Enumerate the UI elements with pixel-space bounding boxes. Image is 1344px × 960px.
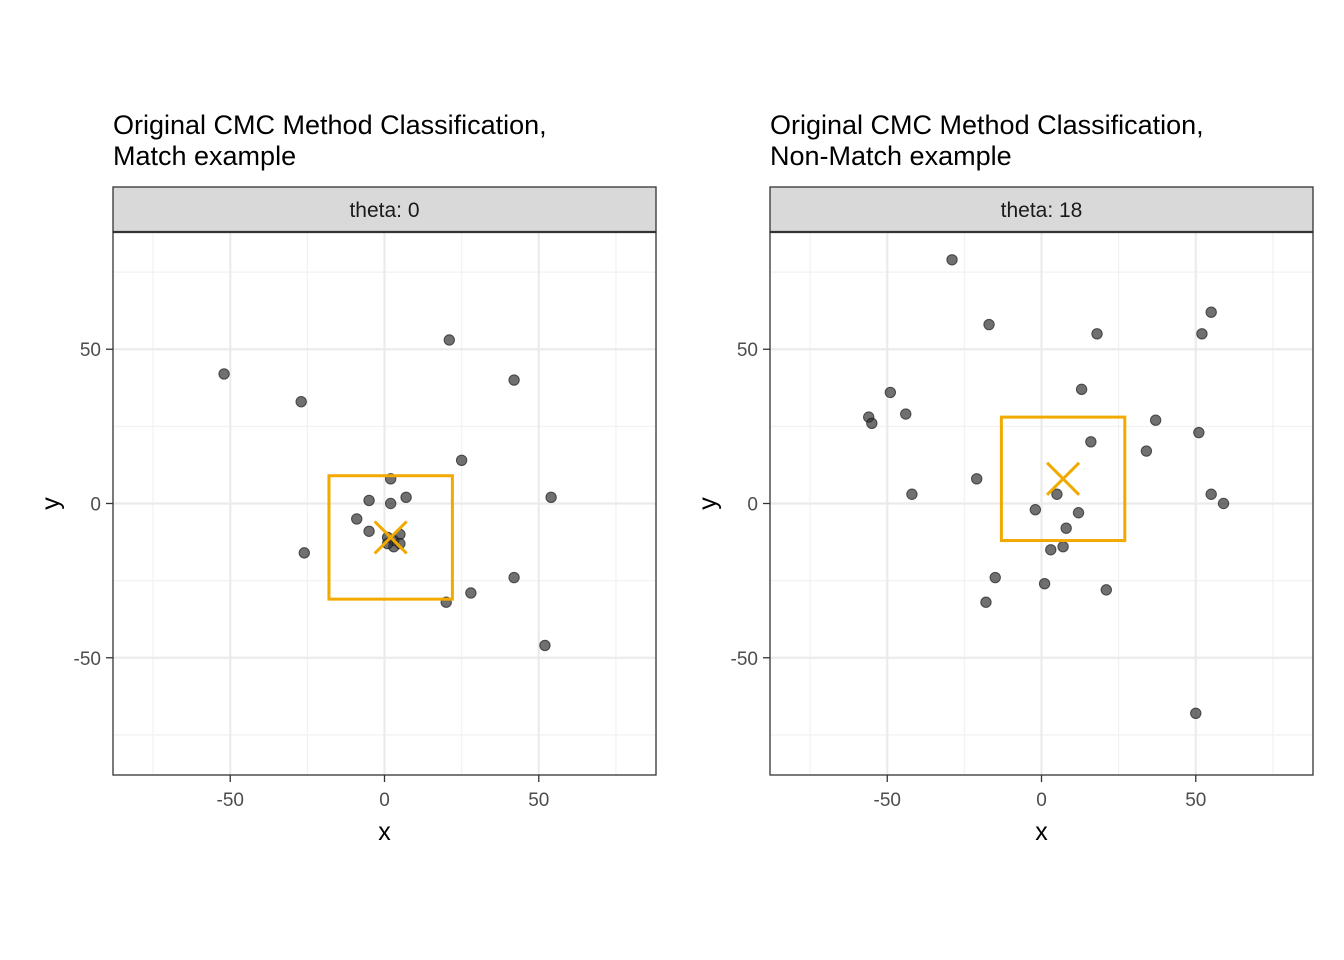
data-point [1057,540,1069,553]
data-point [295,395,307,408]
data-point [866,417,878,429]
data-point [1149,414,1162,426]
data-point [971,473,983,485]
data-point [1072,507,1085,519]
data-point [400,491,412,504]
data-point [1205,488,1217,500]
x-tick-label: 0 [379,790,390,811]
facet-strip [112,186,657,233]
data-point [508,374,520,386]
facet-label: theta: 0 [349,199,419,222]
data-point [906,488,918,500]
classification-box [999,415,1127,543]
data-point [1085,436,1097,448]
data-point [1100,584,1112,596]
chart-non-match-example: Original CMC Method Classification,Non-M… [694,110,1314,846]
data-point [1075,383,1088,396]
data-point [298,547,310,559]
data-point [443,334,455,346]
data-point [1190,707,1202,719]
data-point [980,596,992,608]
data-point [983,318,995,331]
y-tick-label: 50 [80,340,101,361]
y-tick-label: -50 [74,649,101,670]
y-tick-label: 50 [737,340,758,361]
data-point [1193,426,1205,439]
data-point [545,491,557,504]
data-point [1045,544,1057,556]
data-point [1091,328,1103,340]
y-tick-label: 0 [747,495,758,516]
x-axis-title: x [378,818,391,846]
center-marker-stroke [373,520,408,555]
data-point [384,497,397,510]
data-point [508,571,520,584]
data-point [900,408,912,420]
data-point [1051,488,1063,500]
x-tick-label: -50 [217,790,244,811]
data-point [1060,522,1072,534]
facet-strip [769,186,1314,233]
data-point [363,525,375,537]
data-point [884,386,897,399]
data-point [946,254,958,266]
facet-label: theta: 18 [1001,199,1083,222]
data-point [218,368,230,380]
y-axis-title: y [37,497,65,510]
x-axis-title: x [1035,818,1048,846]
x-tick-label: 0 [1036,790,1047,811]
data-point [1140,445,1153,457]
data-point [455,454,468,467]
data-point [351,513,363,525]
x-tick-label: 50 [528,790,549,811]
data-point [539,639,551,652]
data-point [989,571,1001,584]
x-tick-label: -50 [874,790,901,811]
data-point [363,494,375,507]
chart-match-example: Original CMC Method Classification,Match… [37,110,657,846]
y-tick-label: -50 [731,649,758,670]
chart-title-line: Original CMC Method Classification, [113,110,547,140]
classification-box [327,474,454,601]
x-tick-label: 50 [1185,790,1206,811]
chart-title-line: Original CMC Method Classification, [770,110,1204,140]
y-tick-label: 0 [90,495,101,516]
y-axis-title: y [694,497,722,510]
data-point [1029,503,1042,516]
chart-title-line: Non-Match example [770,141,1012,171]
center-marker-stroke [1046,461,1081,496]
data-point [1217,497,1230,510]
chart-title-line: Match example [113,141,296,171]
data-point [1038,578,1051,590]
data-point [465,587,477,599]
data-point [1205,306,1217,318]
data-point [1196,328,1208,340]
